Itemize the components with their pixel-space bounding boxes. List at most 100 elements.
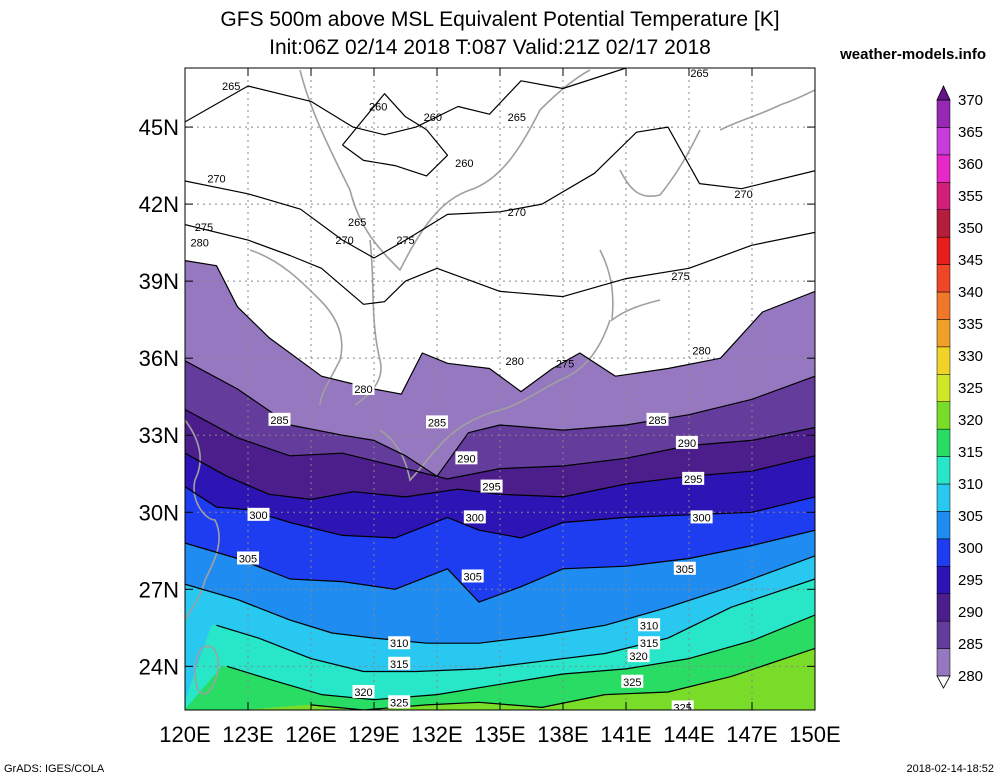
contour-label-bg [621, 674, 644, 688]
legend-label: 370 [958, 92, 983, 109]
chart-title: GFS 500m above MSL Equivalent Potential … [220, 8, 780, 31]
contour-label: 265 [690, 68, 708, 80]
contour-label: 275 [556, 358, 574, 370]
legend-swatch [936, 319, 951, 348]
contour-label: 275 [195, 222, 213, 234]
contour-280 [185, 260, 815, 395]
lat-tick-label: 30N [139, 500, 179, 525]
contour-label: 290 [678, 438, 696, 450]
lat-tick-label: 36N [139, 346, 179, 371]
contour-label-bg [690, 343, 713, 357]
chart-subtitle: Init:06Z 02/14 2018 T:087 Valid:21Z 02/1… [269, 36, 711, 59]
legend-label: 355 [958, 188, 983, 205]
contour-label: 295 [684, 474, 702, 486]
legend-label: 285 [958, 636, 983, 653]
map-gridlines [185, 68, 815, 710]
contour-label-bg [188, 235, 211, 249]
contour-label: 270 [207, 173, 225, 185]
contour-275 [185, 224, 815, 305]
legend-swatch [936, 620, 951, 649]
timestamp-label: 2018-02-14-18:52 [906, 763, 994, 775]
legend-swatch [936, 209, 951, 238]
lon-tick-label: 141E [600, 722, 651, 747]
contour-label: 305 [239, 553, 257, 565]
contour-label: 265 [508, 112, 526, 124]
contour-label-bg [646, 412, 669, 426]
lon-tick-label: 123E [222, 722, 273, 747]
legend-label: 320 [958, 412, 983, 429]
legend-high-arrow [936, 85, 951, 101]
lon-tick-label: 129E [348, 722, 399, 747]
legend-swatch [936, 346, 951, 375]
legend-label: 325 [958, 380, 983, 397]
lon-tick-label: 138E [537, 722, 588, 747]
lon-tick-label: 135E [474, 722, 525, 747]
contour-305 [185, 529, 815, 603]
fill-band-325 [242, 648, 815, 710]
legend-swatch [936, 127, 951, 156]
contour-label-bg [503, 353, 526, 367]
legend-swatch [936, 236, 951, 265]
legend-label: 360 [958, 156, 983, 173]
contour-label: 315 [390, 659, 408, 671]
site-label: weather-models.info [840, 46, 986, 63]
legend-label: 330 [958, 348, 983, 365]
legend-swatch [936, 182, 951, 210]
contour-label-bg [268, 412, 291, 426]
contour-325 [310, 647, 815, 710]
lon-tick-label: 144E [663, 722, 714, 747]
legend-swatch [936, 291, 951, 320]
contour-label: 265 [348, 217, 366, 229]
contour-label: 285 [648, 415, 666, 427]
lon-tick-label: 132E [411, 722, 462, 747]
contour-label: 295 [482, 482, 500, 494]
lon-tick-label: 147E [726, 722, 777, 747]
contour-265 [185, 68, 627, 136]
contour-label: 275 [671, 271, 689, 283]
legend-swatch [936, 401, 951, 430]
contour-label: 270 [508, 207, 526, 219]
legend-label: 295 [958, 572, 983, 589]
contour-label: 260 [369, 102, 387, 114]
contour-label-bg [352, 382, 375, 395]
legend-swatch [936, 374, 951, 402]
color-legend: 280 285 290 295 300 305 310 315 320 325 330 335 340 3… [936, 85, 983, 689]
contour-label-bg [461, 569, 484, 583]
contour-label: 325 [623, 677, 641, 689]
contour-label: 280 [692, 345, 710, 357]
contour-label: 305 [676, 564, 694, 576]
contour-label: 325 [390, 697, 408, 709]
contour-290 [185, 408, 815, 480]
contour-label: 300 [249, 510, 267, 522]
legend-swatch [936, 566, 951, 594]
legend-label: 300 [958, 540, 983, 557]
contour-label-bg [638, 618, 661, 632]
legend-swatch [936, 483, 951, 512]
contour-label-bg [388, 695, 411, 709]
contour-label-bg [455, 451, 478, 465]
legend-swatch [936, 154, 951, 183]
contour-label: 305 [464, 571, 482, 583]
lat-tick-label: 24N [139, 654, 179, 679]
contour-label: 320 [354, 687, 372, 699]
legend-label: 345 [958, 252, 983, 269]
contour-label: 280 [191, 238, 209, 250]
contour-label: 300 [466, 512, 484, 524]
lon-tick-label: 120E [159, 722, 210, 747]
legend-label: 365 [958, 124, 983, 141]
lat-tick-label: 45N [139, 115, 179, 140]
contour-label: 270 [335, 235, 353, 247]
contour-label-bg [463, 510, 486, 524]
legend-low-arrow [936, 675, 951, 689]
fill-band-320 [185, 615, 815, 710]
contour-label: 275 [396, 235, 414, 247]
contour-285 [185, 360, 815, 477]
lat-tick-label: 27N [139, 577, 179, 602]
legend-label: 280 [958, 668, 983, 685]
contour-label: 260 [455, 158, 473, 170]
contour-label-bg [480, 479, 503, 493]
contour-label-bg [352, 685, 375, 699]
legend-label: 340 [958, 284, 983, 301]
contour-label: 320 [629, 651, 647, 663]
